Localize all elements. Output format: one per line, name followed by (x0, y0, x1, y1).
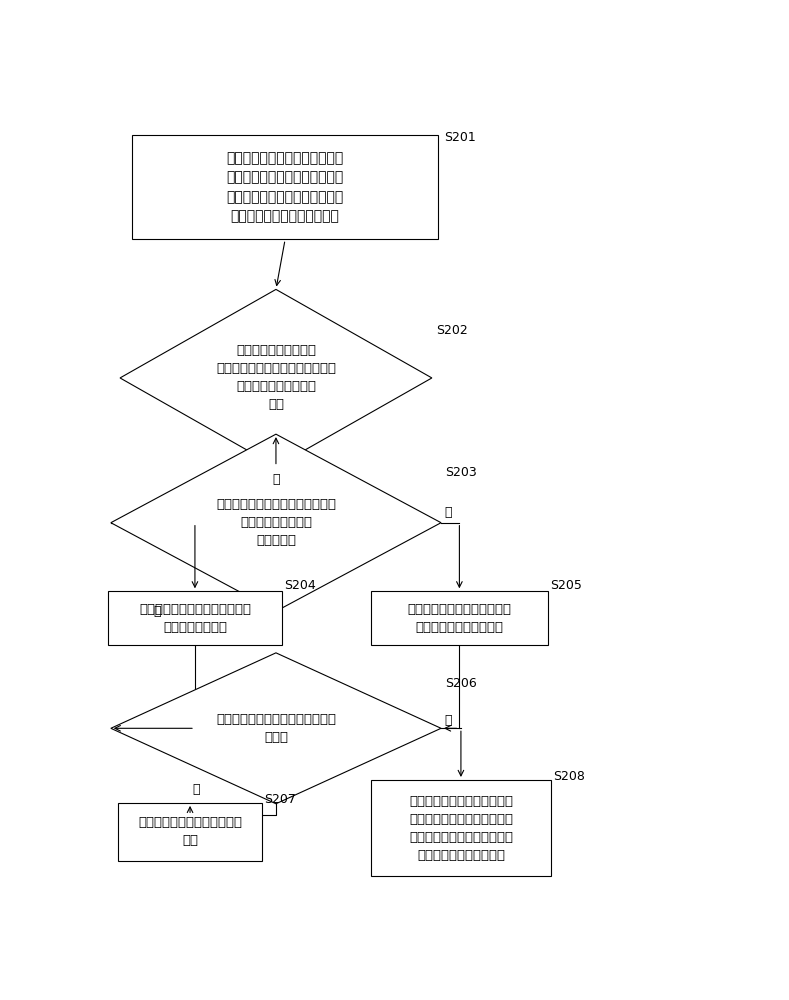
Polygon shape (110, 653, 441, 804)
Text: 否: 否 (153, 605, 160, 618)
Text: S205: S205 (550, 579, 581, 592)
Text: 否: 否 (193, 783, 200, 796)
Text: 是: 是 (444, 506, 451, 519)
Text: 节点根据接收到的副本中的时
间戳，选择最新的时间戳对应
的副本更新副本，并根据更新
后的副本对数据进行改动: 节点根据接收到的副本中的时 间戳，选择最新的时间戳对应 的副本更新副本，并根据更… (409, 795, 513, 862)
Text: 其他节点将比该时间戳新的数
据对应的副本发送至节点: 其他节点将比该时间戳新的数 据对应的副本发送至节点 (407, 603, 511, 634)
Polygon shape (120, 289, 432, 466)
Text: S207: S207 (264, 793, 296, 806)
Text: 节点判断是否接收到其他节点发送
的副本: 节点判断是否接收到其他节点发送 的副本 (216, 713, 336, 744)
Text: S206: S206 (445, 677, 477, 690)
FancyBboxPatch shape (371, 591, 548, 645)
FancyBboxPatch shape (133, 135, 438, 239)
Text: S201: S201 (444, 131, 476, 144)
FancyBboxPatch shape (371, 780, 552, 876)
Text: 是: 是 (444, 714, 451, 727)
Text: 当节点需要改动数据时，向分布
式系统中的全部其他节点广播数
据的辨识信息和数据对应的保存
在节点的副本的最新的时间戳: 当节点需要改动数据时，向分布 式系统中的全部其他节点广播数 据的辨识信息和数据对… (226, 151, 344, 224)
Text: S203: S203 (445, 466, 477, 479)
Text: S204: S204 (284, 579, 316, 592)
Text: S208: S208 (553, 770, 585, 783)
Text: 节点对数据进行改动，并更新
副本: 节点对数据进行改动，并更新 副本 (138, 816, 242, 847)
Text: 判断其他节点保存的数据对应的副
本中的时间戳是否比
该时间戳新: 判断其他节点保存的数据对应的副 本中的时间戳是否比 该时间戳新 (216, 498, 336, 547)
Text: 其他节点根据接收到的
辨识信息和该时间戳后，判断自身
是否保存有数据对应的
副本: 其他节点根据接收到的 辨识信息和该时间戳后，判断自身 是否保存有数据对应的 副本 (216, 344, 336, 411)
Polygon shape (110, 434, 441, 611)
Text: 其他节点根据副本更新自身保存
的数据对应的副本: 其他节点根据副本更新自身保存 的数据对应的副本 (139, 603, 251, 634)
FancyBboxPatch shape (108, 591, 282, 645)
Text: S202: S202 (436, 324, 468, 337)
Text: 是: 是 (272, 473, 280, 486)
FancyBboxPatch shape (118, 803, 262, 861)
